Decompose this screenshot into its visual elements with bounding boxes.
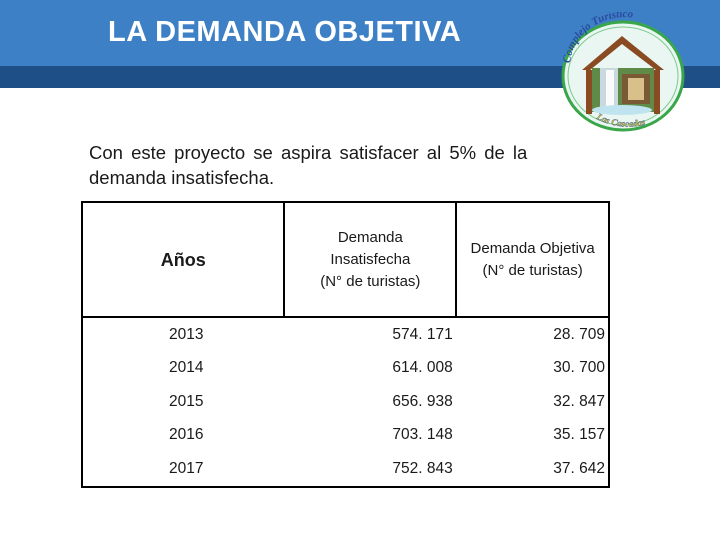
cell-objetiva: 32. 847 [553, 392, 605, 410]
demand-table: Años Demanda Insatisfecha (N° de turista… [80, 201, 610, 488]
header-obj-line-1: Demanda Objetiva [470, 239, 595, 257]
intro-paragraph: Con este proyecto se aspira satisfacer a… [89, 140, 589, 190]
cell-insatisfecha: 574. 171 [392, 325, 453, 343]
header-demanda-objetiva: Demanda Objetiva (N° de turistas) [455, 201, 610, 317]
header-ins-line-1: Demanda [337, 228, 403, 246]
header-ins-line-3: (N° de turistas) [320, 272, 421, 290]
cell-year: 2014 [169, 359, 204, 377]
intro-line-2: demanda insatisfecha. [89, 167, 275, 188]
table-header-row: Años Demanda Insatisfecha (N° de turista… [80, 201, 610, 317]
header-obj-line-2: (N° de turistas) [482, 261, 583, 279]
logo-graphic: Complejo Turístico Las Cascadas [561, 12, 685, 132]
table-row: 2017 752. 843 37. 642 [82, 452, 609, 487]
cell-objetiva: 30. 700 [553, 359, 605, 377]
cell-insatisfecha: 752. 843 [392, 459, 453, 477]
header-ins-line-2: Insatisfecha [330, 250, 411, 268]
header-stripe [0, 66, 720, 88]
complejo-turistico-logo: Complejo Turístico Las Cascadas [556, 12, 690, 134]
cell-insatisfecha: 614. 008 [392, 359, 453, 377]
cell-objetiva: 37. 642 [553, 459, 605, 477]
intro-line-1: Con este proyecto se aspira satisfacer a… [89, 142, 528, 163]
cell-insatisfecha: 656. 938 [392, 392, 453, 410]
cell-year: 2016 [169, 426, 204, 444]
cell-year: 2015 [169, 392, 204, 410]
slide-title: LA DEMANDA OBJETIVA [108, 16, 462, 48]
cell-insatisfecha: 703. 148 [392, 426, 453, 444]
header-demanda-insatisfecha: Demanda Insatisfecha (N° de turistas) [283, 201, 458, 317]
cell-objetiva: 35. 157 [553, 426, 605, 444]
table-row: 2015 656. 938 32. 847 [82, 385, 609, 419]
table-row: 2013 574. 171 28. 709 [82, 317, 609, 352]
table-row: 2016 703. 148 35. 157 [82, 419, 609, 453]
cell-year: 2013 [169, 325, 204, 343]
cell-year: 2017 [169, 459, 204, 477]
cell-objetiva: 28. 709 [553, 325, 605, 343]
table-row: 2014 614. 008 30. 700 [82, 352, 609, 386]
header-years: Años [80, 201, 286, 317]
